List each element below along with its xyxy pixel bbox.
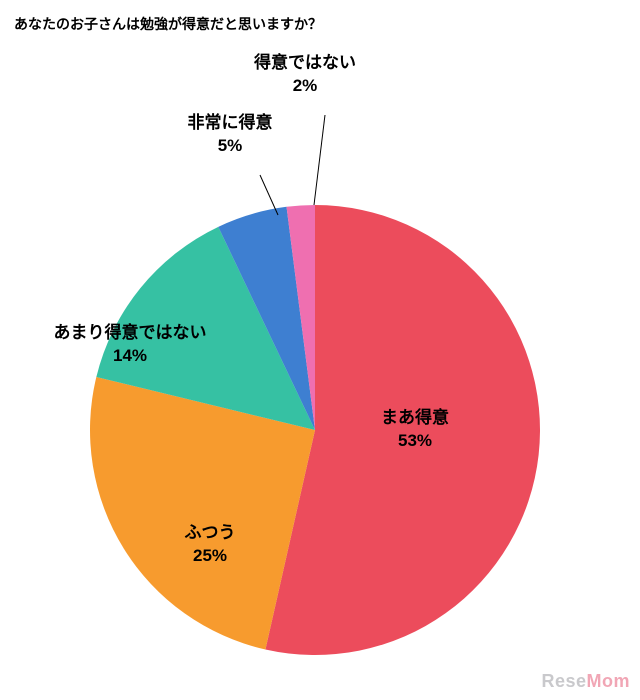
chart-container: あなたのお子さんは勉強が得意だと思いますか？ ReseMom まあ得意53%ふつ… <box>0 0 640 700</box>
slice-label-name: あまり得意ではない <box>54 322 207 345</box>
slice-label-name: 非常に得意 <box>188 112 273 135</box>
watermark-main: Rese <box>541 671 586 691</box>
watermark-accent: Mom <box>587 671 631 691</box>
slice-label: 得意ではない2% <box>254 52 356 98</box>
slice-label: ふつう25% <box>185 522 236 568</box>
slice-label: あまり得意ではない14% <box>54 322 207 368</box>
slice-label: 非常に得意5% <box>188 112 273 158</box>
slice-label-pct: 5% <box>188 135 273 158</box>
leader-line <box>260 175 278 215</box>
slice-label-name: 得意ではない <box>254 52 356 75</box>
slice-label-pct: 53% <box>381 430 449 453</box>
slice-label-pct: 2% <box>254 75 356 98</box>
slice-label-name: ふつう <box>185 522 236 545</box>
leader-line <box>314 115 325 205</box>
watermark: ReseMom <box>541 671 630 692</box>
slice-label-name: まあ得意 <box>381 407 449 430</box>
slice-label-pct: 25% <box>185 545 236 568</box>
slice-label-pct: 14% <box>54 345 207 368</box>
slice-label: まあ得意53% <box>381 407 449 453</box>
